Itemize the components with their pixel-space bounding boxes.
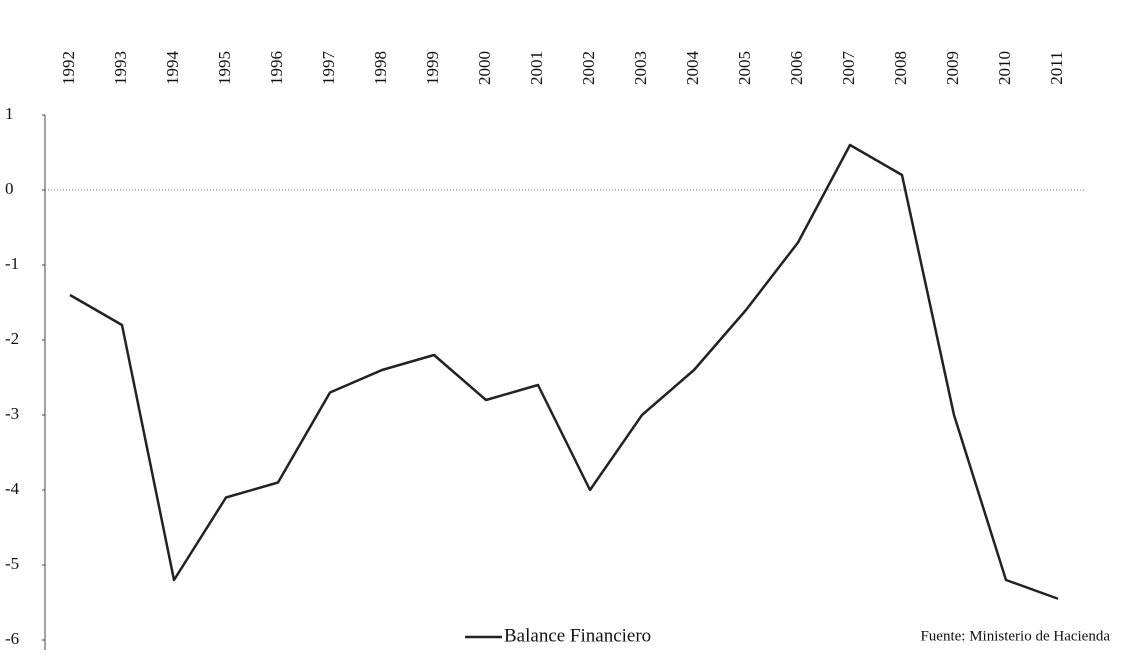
x-tick-label: 2003: [631, 51, 650, 85]
x-tick-label: 2009: [943, 51, 962, 85]
data-line: [69, 143, 1059, 600]
x-tick-label: 2010: [995, 51, 1014, 85]
x-tick-label: 2005: [735, 51, 754, 85]
x-tick-label: 1999: [423, 51, 442, 85]
y-tick-label: -1: [5, 254, 19, 273]
legend-label: Balance Financiero: [504, 625, 651, 646]
y-tick-label: -5: [5, 554, 19, 573]
y-tick-label: 0: [5, 179, 14, 198]
x-tick-label: 2006: [787, 51, 806, 85]
x-tick-label: 2001: [527, 51, 546, 85]
x-tick-label: 1993: [111, 51, 130, 85]
y-tick-label: -2: [5, 329, 19, 348]
y-tick-label: -4: [5, 479, 20, 498]
y-tick-label: 1: [5, 104, 14, 123]
x-tick-label: 2007: [839, 51, 858, 86]
x-tick-label: 2008: [891, 51, 910, 85]
x-tick-label: 2002: [579, 51, 598, 85]
x-tick-label: 1992: [59, 51, 78, 85]
x-tick-label: 1998: [371, 51, 390, 85]
x-tick-label: 1996: [267, 51, 286, 85]
x-tick-label: 2011: [1047, 51, 1066, 84]
x-tick-label: 1994: [163, 51, 182, 86]
source-note: Fuente: Ministerio de Hacienda: [920, 628, 1110, 644]
x-tick-label: 1997: [319, 51, 338, 86]
x-tick-label: 2004: [683, 51, 702, 86]
x-tick-label: 1995: [215, 51, 234, 85]
y-tick-label: -3: [5, 404, 19, 423]
y-tick-label: -6: [5, 629, 19, 648]
x-tick-label: 2000: [475, 51, 494, 85]
